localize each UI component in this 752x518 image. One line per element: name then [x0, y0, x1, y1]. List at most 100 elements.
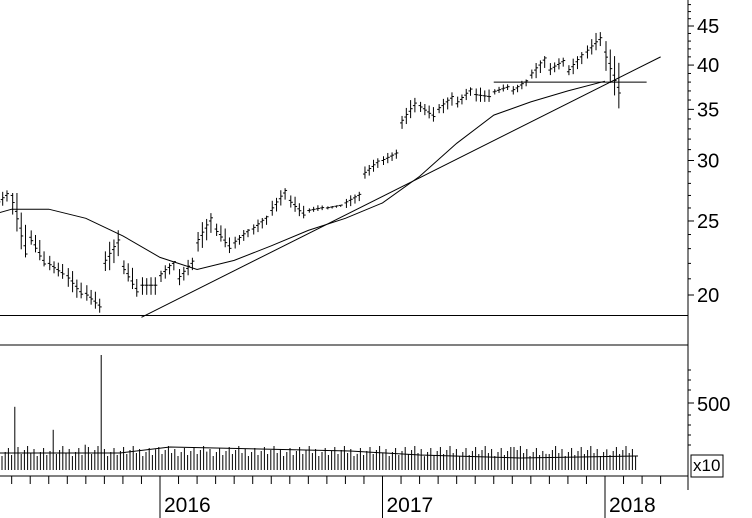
axes: 45 40 35 30 25 20 500 2016 2017 2018 — [0, 0, 730, 518]
price-bar — [288, 195, 293, 208]
price-bar — [505, 84, 510, 90]
price-bar — [561, 57, 566, 67]
price-bar — [427, 105, 432, 119]
price-bar — [19, 212, 24, 250]
price-bar — [542, 56, 547, 68]
price-bar — [186, 259, 191, 276]
price-bar — [468, 87, 473, 96]
price-bar — [42, 251, 47, 267]
price-bar — [214, 223, 219, 236]
price-bar — [394, 149, 399, 159]
price-bar — [330, 206, 335, 209]
price-bar — [344, 198, 349, 208]
price-bar — [134, 279, 139, 297]
moving-average-line — [0, 80, 606, 271]
price-bar — [60, 263, 65, 279]
y-tick-label: 35 — [697, 99, 719, 121]
price-bar — [255, 219, 260, 233]
price-bar — [89, 289, 94, 305]
price-bar — [412, 97, 417, 113]
price-bar — [23, 224, 28, 258]
price-bar — [616, 62, 621, 109]
price-bar — [404, 107, 409, 125]
price-bar — [144, 278, 149, 295]
price-bar — [418, 101, 423, 112]
y-tick-label: 40 — [697, 55, 719, 77]
price-bar — [47, 255, 52, 271]
price-bar — [511, 86, 516, 95]
price-bar — [10, 193, 15, 215]
y-tick-label: 25 — [697, 211, 719, 233]
price-bar — [492, 89, 497, 95]
y-tick-label: 30 — [697, 151, 719, 173]
price-bar — [548, 63, 553, 76]
price-bar — [241, 230, 246, 241]
price-bar — [177, 269, 182, 286]
price-bar — [538, 60, 543, 74]
price-bar — [218, 225, 223, 242]
x-tick-label: 2016 — [164, 494, 211, 517]
price-bar — [297, 203, 302, 217]
price-bar — [70, 271, 75, 293]
price-bar — [515, 84, 520, 93]
price-bar — [437, 104, 442, 114]
price-bar — [260, 217, 265, 229]
price-bar — [455, 96, 460, 108]
price-bar — [608, 49, 613, 83]
price-bar — [66, 268, 71, 287]
price-bar — [501, 84, 506, 92]
price-bar — [153, 277, 158, 295]
price-bar — [4, 190, 9, 202]
price-bar — [375, 158, 380, 168]
price-bar — [307, 208, 312, 213]
price-panel — [0, 32, 688, 318]
price-bar — [107, 241, 112, 271]
price-bar — [93, 291, 98, 309]
price-bar — [571, 58, 576, 75]
price-bar — [367, 164, 372, 176]
unit-box — [690, 454, 724, 478]
price-bar — [103, 251, 108, 272]
price-bar — [566, 65, 571, 76]
price-bar — [167, 263, 172, 275]
price-bar — [334, 205, 339, 208]
price-bar — [301, 205, 306, 219]
x-tick-label: 2017 — [387, 494, 434, 517]
price-bar — [385, 152, 390, 164]
price-bar — [338, 204, 343, 207]
price-bar — [204, 218, 209, 241]
volume-y-tick-label: 500 — [697, 394, 730, 416]
price-bar — [237, 235, 242, 245]
price-bar — [251, 224, 256, 235]
price-bar — [408, 100, 413, 119]
price-bar — [163, 265, 168, 279]
price-bar — [233, 236, 238, 249]
price-bar — [208, 213, 213, 233]
price-bar — [283, 188, 288, 200]
price-bar — [362, 166, 367, 179]
price-bar — [246, 229, 251, 238]
y-tick-label: 45 — [697, 16, 719, 38]
price-bar — [311, 206, 316, 212]
price-bar — [589, 39, 594, 55]
price-bar — [196, 231, 201, 252]
volume-unit-label: x10 — [693, 456, 720, 475]
price-bar — [575, 56, 580, 70]
price-bar — [422, 104, 427, 116]
price-bar — [431, 107, 436, 122]
price-bar — [278, 190, 283, 206]
price-bar — [348, 195, 353, 207]
price-bar — [474, 88, 479, 102]
price-bar — [130, 267, 135, 290]
price-bar — [79, 282, 84, 299]
y-tick-label: 20 — [697, 285, 719, 307]
price-bar — [315, 205, 320, 211]
price-bar — [149, 277, 154, 295]
volume-panel — [0, 355, 639, 470]
price-bar — [14, 193, 19, 232]
price-bar — [52, 261, 57, 274]
price-bar — [487, 89, 492, 102]
price-bar — [293, 196, 298, 212]
price-bar — [37, 239, 42, 261]
